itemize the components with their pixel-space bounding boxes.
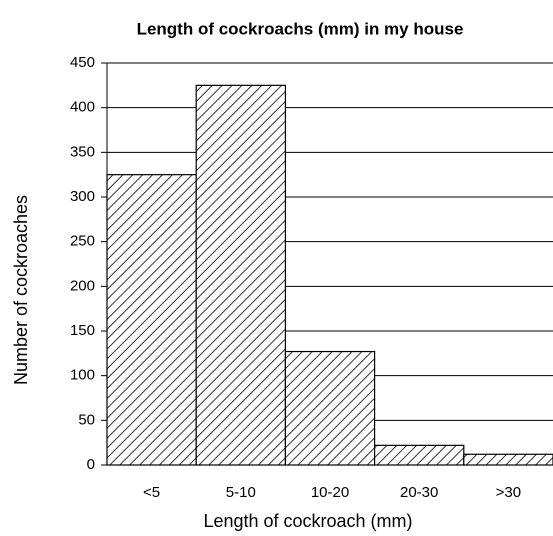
y-axis-label: Number of cockroaches — [11, 195, 31, 385]
y-tick-label: 150 — [70, 322, 95, 339]
y-tick-label: 450 — [70, 54, 95, 71]
y-tick-label: 50 — [78, 411, 95, 428]
y-tick-label: 200 — [70, 277, 95, 294]
y-tick-label: 300 — [70, 188, 95, 205]
x-tick-label: 10-20 — [311, 484, 349, 501]
bar — [463, 453, 553, 466]
x-tick-label: 20-30 — [400, 484, 438, 501]
y-tick-label: 100 — [70, 367, 95, 384]
x-axis-label: Length of cockroach (mm) — [203, 511, 412, 531]
y-tick-label: 250 — [70, 233, 95, 250]
bar — [195, 84, 286, 466]
x-tick-label: >30 — [496, 484, 521, 501]
bar — [374, 444, 465, 466]
y-tick-label: 0 — [87, 456, 95, 473]
y-tick-label: 400 — [70, 99, 95, 116]
bar — [284, 350, 376, 466]
chart-title: Length of cockroachs (mm) in my house — [137, 19, 464, 38]
bar — [106, 174, 197, 466]
y-tick-label: 350 — [70, 143, 95, 160]
x-tick-label: <5 — [143, 484, 160, 501]
x-tick-label: 5-10 — [226, 484, 256, 501]
